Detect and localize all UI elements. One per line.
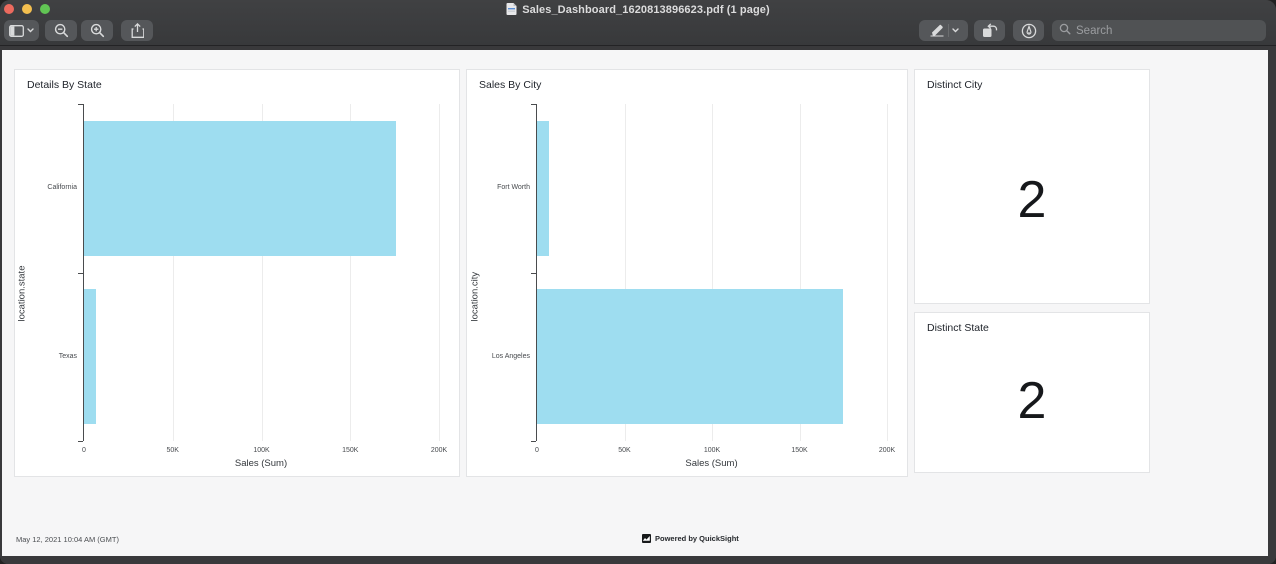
highlight-button[interactable] [919,20,968,41]
x-tick-label: 0 [535,447,539,454]
x-tick-label: 200K [430,447,448,454]
chevron-down-icon [27,28,34,33]
titlebar[interactable]: Sales_Dashboard_1620813896623.pdf (1 pag… [0,0,1276,18]
kpi-distinct-state: Distinct State 2 [914,312,1150,473]
chart-sales-by-city: Sales By City location.city Fort Worth Lo… [466,69,908,477]
y-axis-title: location.city [469,271,481,322]
x-tick-label: 100K [703,447,721,454]
share-icon [131,23,144,38]
window-title: Sales_Dashboard_1620813896623.pdf (1 pag… [0,3,1276,18]
markup-toolbar-button[interactable] [1013,20,1044,41]
category-label: Los Angeles [491,352,530,360]
kpi-title: Distinct City [927,79,983,91]
gridline [799,104,801,441]
fullscreen-window-button[interactable] [40,4,50,14]
magnifier-minus-icon [54,23,69,38]
plot-area: California Texas 0 50K 100K 150K 200K [47,104,447,454]
report-timestamp: May 12, 2021 10:04 AM (GMT) [16,535,119,544]
y-axis-title: location.state [16,265,28,322]
pdf-page: Details By State location.state Californ… [2,50,1268,556]
markup-pen-circle-icon [1021,23,1037,39]
y-axis-tick [531,104,536,105]
bar-row [537,104,887,273]
y-axis-tick [531,272,536,274]
bar-row [84,104,439,273]
highlighter-icon [929,24,945,37]
x-tick-label: 0 [82,447,86,454]
search-input[interactable]: Search [1052,20,1266,41]
x-axis-title: Sales (Sum) [234,458,288,469]
kpi-distinct-city: Distinct City 2 [914,69,1150,304]
x-tick-label: 150K [791,447,808,454]
toolbar: Search [0,18,1276,46]
rotate-left-button[interactable] [974,20,1005,41]
y-axis-tick [531,441,536,442]
bar-row [84,273,439,442]
gridline [712,104,713,441]
view-menu-button[interactable] [4,20,39,41]
gridline [624,104,626,441]
traffic-lights [4,4,50,14]
kpi-value: 2 [1017,372,1047,430]
split-divider [947,24,949,37]
chart-details-by-state: Details By State location.state Californ… [14,69,460,477]
gridline [887,104,888,441]
pdf-content-area[interactable]: Details By State location.state Californ… [0,47,1276,564]
sidebar-view-icon [9,24,24,37]
y-axis-tick [78,104,83,105]
y-axis-tick [78,441,83,442]
search-icon [1059,22,1071,40]
x-tick-label: 150K [342,447,359,454]
category-label: California [47,184,77,192]
gridline [439,104,440,441]
window-title-text: Sales_Dashboard_1620813896623.pdf (1 pag… [522,4,770,16]
zoom-out-button[interactable] [45,20,77,41]
kpi-value: 2 [1017,171,1047,229]
bar-row [537,273,887,442]
zoom-in-button[interactable] [81,20,113,41]
gridline [350,104,352,441]
category-label: Texas [58,352,77,360]
share-button[interactable] [121,20,153,41]
x-tick-label: 100K [253,447,270,454]
x-tick-label: 50K [166,447,179,454]
bar-california[interactable] [84,120,397,256]
rotate-left-icon [982,23,998,38]
gridline [172,104,174,441]
bar-fort-worth[interactable] [537,120,550,256]
x-axis-title: Sales (Sum) [685,458,738,469]
chart-title: Details By State [27,79,102,91]
x-tick-label: 200K [878,447,896,454]
window-chrome: Sales_Dashboard_1620813896623.pdf (1 pag… [0,0,1276,46]
powered-by-quicksight: Powered by QuickSight [642,534,739,543]
category-label: Fort Worth [497,184,530,192]
minimize-window-button[interactable] [22,4,32,14]
gridline [261,104,263,441]
quicksight-logo-icon [642,534,651,543]
x-tick-label: 50K [618,447,631,454]
kpi-title: Distinct State [927,322,989,334]
bar-texas[interactable] [84,289,97,425]
bar-los-angeles[interactable] [537,289,844,425]
close-window-button[interactable] [4,4,14,14]
chevron-down-icon[interactable] [951,28,959,33]
plot-area: Fort Worth Los Angeles 0 50K 100K 150K 200K [492,104,895,454]
pdf-document-icon [506,3,517,18]
search-placeholder: Search [1076,24,1113,37]
magnifier-plus-icon [90,23,105,38]
chart-title: Sales By City [479,79,542,91]
powered-by-text: Powered by QuickSight [655,534,739,543]
y-axis-tick [78,272,83,274]
